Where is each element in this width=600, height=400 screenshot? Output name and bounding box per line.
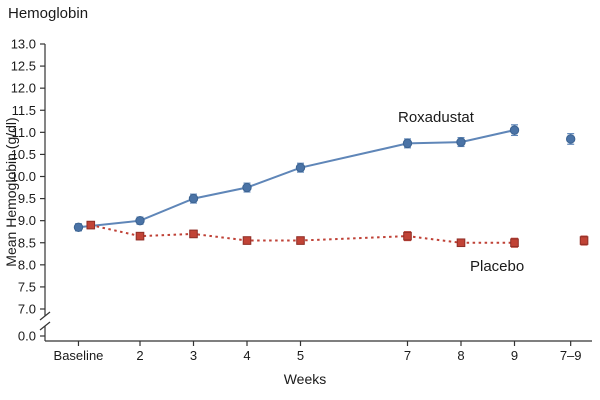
x-tick-label: 9	[511, 348, 518, 363]
y-tick-label: 10.0	[11, 169, 36, 184]
data-point-roxadustat	[565, 134, 576, 144]
axis-break-mark	[39, 321, 51, 331]
data-point-placebo	[403, 231, 412, 241]
data-point-placebo	[579, 236, 589, 245]
y-tick-label: 7.0	[18, 302, 36, 317]
y-tick-label: 10.5	[11, 147, 36, 162]
x-axis-label: Weeks	[284, 371, 327, 387]
x-tick-label: 7	[404, 348, 411, 363]
plot-area	[73, 124, 589, 248]
y-tick-label: 8.5	[18, 235, 36, 250]
x-tick-label: Baseline	[54, 348, 104, 363]
axis-break-mark	[39, 311, 51, 321]
roxadustat-line	[78, 129, 515, 229]
y-tick-label: 11.5	[12, 103, 36, 118]
y-tick-label: 7.5	[18, 279, 36, 294]
y-tick-label: 12.0	[11, 81, 36, 96]
data-point-roxadustat	[73, 222, 84, 232]
chart-title: Hemoglobin	[8, 5, 88, 22]
x-tick-label: 4	[243, 348, 250, 363]
data-point-roxadustat	[509, 125, 520, 135]
y-tick-label: 12.5	[11, 59, 36, 74]
data-point-roxadustat	[456, 137, 466, 147]
series-label-roxadustat: Roxadustat	[398, 109, 475, 126]
y-tick-label: 13.0	[11, 37, 36, 52]
data-point-placebo	[510, 238, 519, 248]
data-point-roxadustat	[135, 215, 145, 226]
data-point-roxadustat	[188, 193, 199, 204]
y-tick-label: 11.0	[12, 125, 36, 140]
data-point-placebo	[456, 238, 466, 248]
data-point-placebo	[242, 236, 252, 245]
axes: 13.0 12.5 12.0 11.5 11.0 10.5 10.0 9.5 9.0 8.5 8.0…	[11, 37, 592, 363]
x-tick-label: 3	[190, 348, 197, 363]
y-tick-label: 0.0	[18, 329, 36, 344]
x-tick-label: 5	[297, 348, 304, 363]
data-point-roxadustat	[242, 182, 252, 193]
data-point-roxadustat	[295, 162, 306, 173]
data-point-roxadustat	[402, 138, 413, 149]
x-tick-label: 7–9	[560, 348, 582, 363]
data-point-placebo	[135, 231, 145, 241]
x-tick-label: 2	[136, 348, 143, 363]
y-tick-label: 8.0	[18, 257, 36, 272]
data-point-placebo	[189, 229, 198, 239]
y-tick-label: 9.0	[18, 213, 36, 228]
y-axis-label: Mean Hemoglobin (g/dl)	[3, 117, 19, 266]
data-point-placebo	[86, 220, 96, 230]
y-tick-label: 9.5	[18, 191, 36, 206]
data-point-placebo	[296, 236, 305, 245]
x-tick-label: 8	[457, 348, 464, 363]
series-label-placebo: Placebo	[470, 258, 524, 275]
